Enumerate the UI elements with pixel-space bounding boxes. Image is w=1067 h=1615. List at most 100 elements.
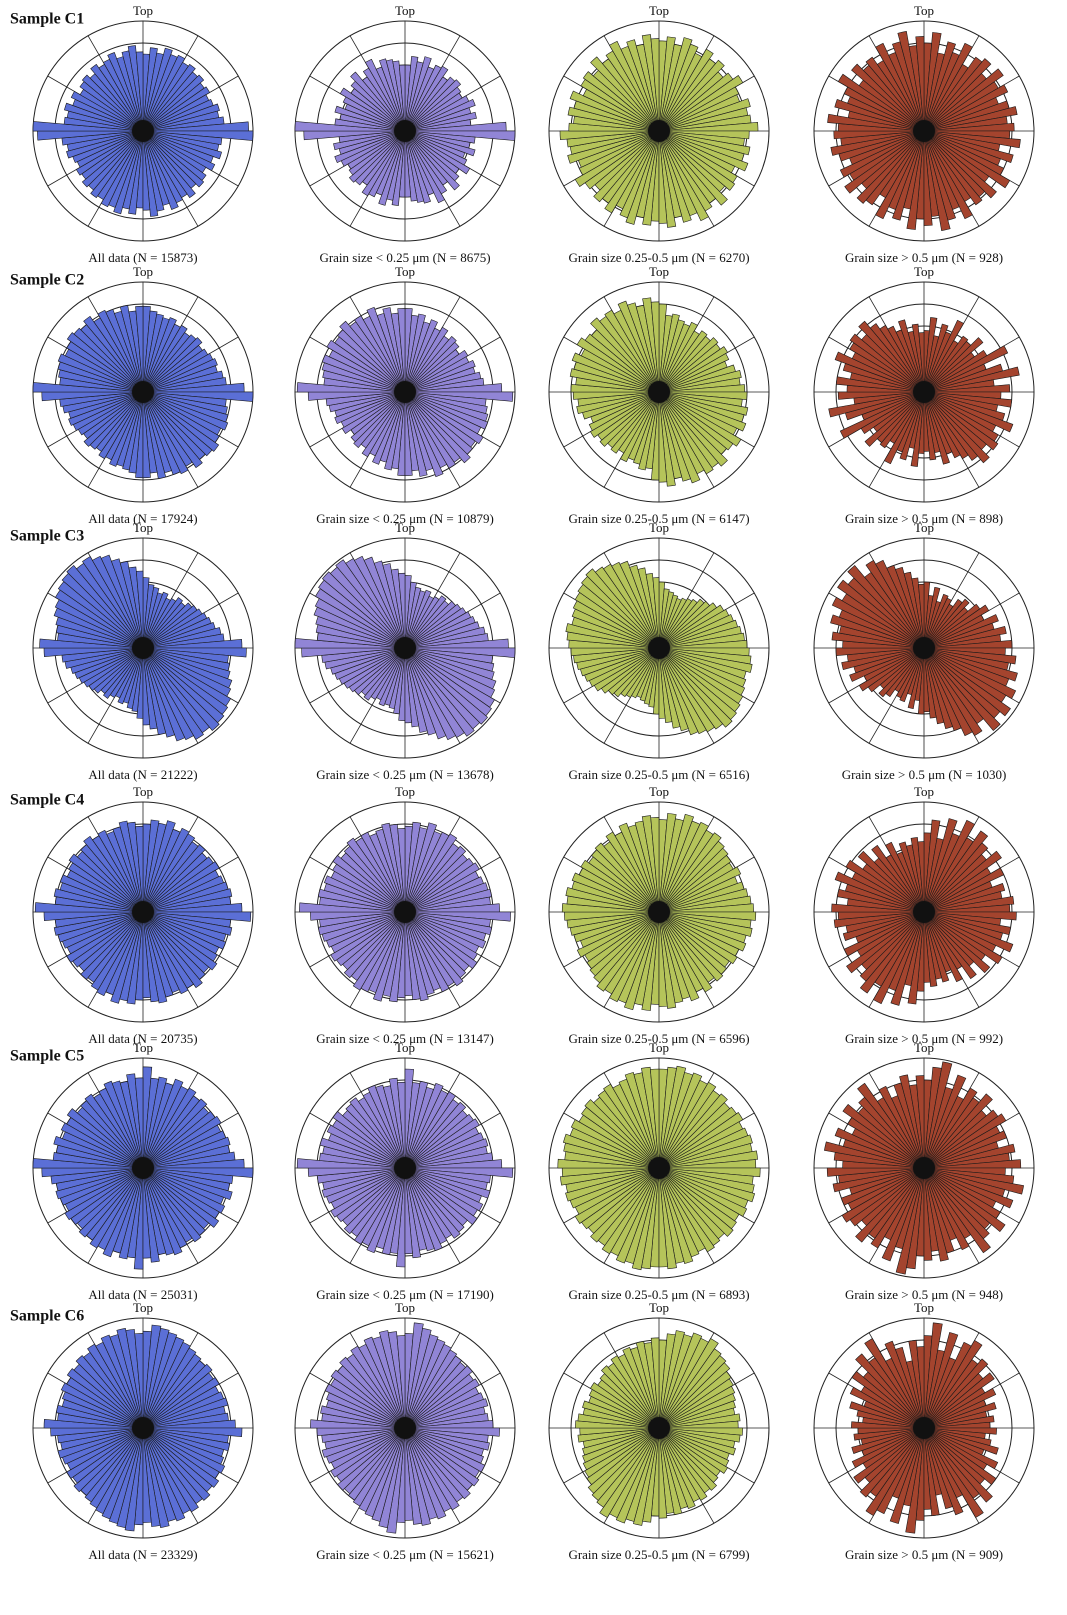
rose-bar xyxy=(658,1332,703,1429)
rose-bar xyxy=(923,391,979,461)
rose-bar xyxy=(134,1077,144,1169)
rose-bar xyxy=(897,30,925,132)
rose-bar xyxy=(658,1150,758,1169)
rose-bar xyxy=(834,871,925,913)
rose-bar xyxy=(596,911,660,992)
rose-bar xyxy=(851,1371,925,1429)
rose-bar xyxy=(388,1077,406,1169)
rose-bar xyxy=(923,1358,989,1429)
rose-bar xyxy=(658,866,742,913)
rose-bar xyxy=(397,828,406,913)
rose-bar xyxy=(923,130,973,220)
rose-bar xyxy=(594,842,660,913)
rose-bar xyxy=(923,130,1011,189)
rose-bar xyxy=(321,354,406,393)
rose-bar xyxy=(142,647,158,730)
rose-bar xyxy=(89,1427,144,1509)
rose-bar xyxy=(842,1103,925,1169)
rose-bar xyxy=(590,1382,660,1429)
rose-bar xyxy=(923,345,1009,393)
rose-bar xyxy=(142,1167,183,1256)
rose-bar xyxy=(404,1118,480,1169)
rose-bar xyxy=(334,130,406,164)
rose-bar xyxy=(658,647,689,732)
rose-bar xyxy=(923,1387,997,1429)
rose-bar xyxy=(142,391,229,431)
rose-bar xyxy=(404,647,475,737)
rose-bar xyxy=(142,1427,170,1529)
rose-bar xyxy=(142,391,151,479)
rose-bar xyxy=(358,1427,406,1513)
top-label: Top xyxy=(914,1040,934,1055)
rose-bar xyxy=(658,855,732,913)
rose-bar xyxy=(923,647,953,730)
rose-bar xyxy=(68,853,144,913)
top-label: Top xyxy=(133,3,153,18)
rose-bar xyxy=(361,130,406,197)
rose-bar xyxy=(923,625,1007,649)
rose-bar xyxy=(871,844,925,913)
rose-bar xyxy=(580,859,660,913)
rose-bar xyxy=(857,850,925,913)
rose-bar xyxy=(142,337,203,393)
caption: Grain size < 0.25 μm (N = 8675) xyxy=(319,250,490,265)
rose-bar xyxy=(127,45,144,132)
rose-bar xyxy=(658,86,740,132)
center-dot xyxy=(394,120,416,142)
rose-bar xyxy=(60,1382,144,1429)
rose-bar xyxy=(404,647,465,738)
rose-bar xyxy=(908,1340,925,1429)
rose-bar xyxy=(604,309,660,393)
rose-bar xyxy=(923,647,1001,732)
rose-bar xyxy=(571,352,660,393)
rose-bar xyxy=(404,98,476,132)
top-label: Top xyxy=(395,784,415,799)
rose-bar xyxy=(404,130,431,204)
rose-bar xyxy=(658,130,692,223)
rose-bar xyxy=(57,1427,144,1459)
caption: Grain size < 0.25 μm (N = 13678) xyxy=(316,767,494,782)
rose-bar xyxy=(658,75,744,132)
rose-bar xyxy=(923,883,1006,913)
caption: Grain size 0.25-0.5 μm (N = 6893) xyxy=(568,1287,749,1302)
caption: Grain size 0.25-0.5 μm (N = 6596) xyxy=(568,1031,749,1046)
rose-bar xyxy=(834,351,925,393)
rose-bar xyxy=(658,1371,732,1429)
center-dot xyxy=(913,381,935,403)
rose-bar xyxy=(142,647,186,742)
rose-bar xyxy=(97,829,144,913)
rose-bar xyxy=(348,130,406,176)
rose-bar xyxy=(898,319,925,393)
rose-bar xyxy=(658,911,713,993)
rose-bar xyxy=(569,90,660,132)
rose-bar xyxy=(911,323,925,393)
rose-bar xyxy=(126,821,144,913)
rose-bar xyxy=(837,391,925,400)
rose-bar xyxy=(641,34,660,132)
caption: All data (N = 25031) xyxy=(88,1287,197,1302)
rose-bar xyxy=(142,861,220,913)
rose-bar xyxy=(923,1427,940,1516)
rose-bar xyxy=(404,65,449,132)
rose-bar xyxy=(142,911,160,1003)
rose-bar xyxy=(111,1080,144,1169)
rose-bar xyxy=(142,1167,152,1259)
rose-bar xyxy=(404,1167,422,1259)
rose-bar xyxy=(859,911,925,994)
rose-bar xyxy=(332,1111,406,1169)
rose-bar xyxy=(142,1167,220,1228)
rose-bar xyxy=(404,911,421,1000)
rose-bar xyxy=(404,1427,447,1520)
rose-bar xyxy=(895,1346,925,1429)
top-label: Top xyxy=(395,264,415,279)
rose-bar xyxy=(404,888,493,913)
rose-bar xyxy=(142,1427,211,1501)
rose-bar xyxy=(923,391,1014,433)
rose-bar xyxy=(923,1427,999,1470)
rose-bar xyxy=(107,52,144,132)
rose-bar xyxy=(837,73,925,132)
rose-bar xyxy=(590,391,660,438)
center-dot xyxy=(394,637,416,659)
rose-bar xyxy=(339,320,406,393)
rose-bar xyxy=(870,1167,925,1249)
